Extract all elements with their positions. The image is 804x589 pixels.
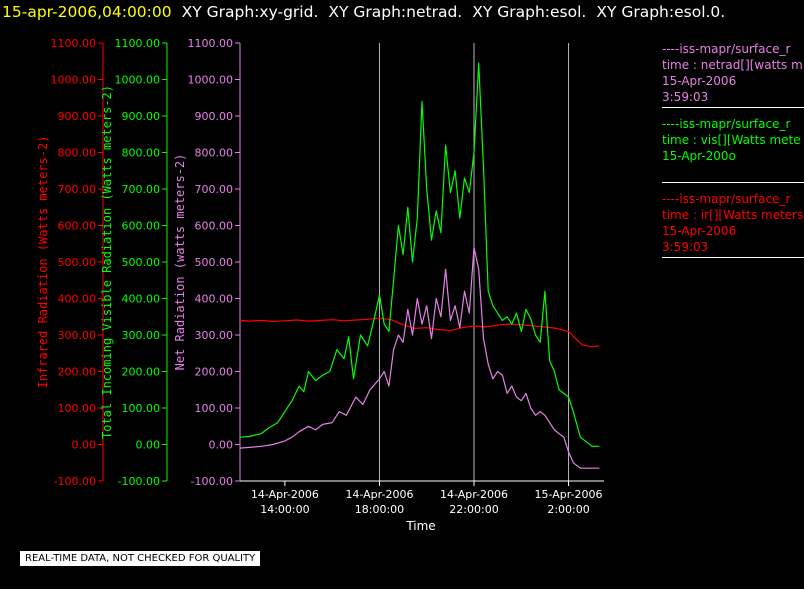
y-axis-label-ir: Infrared Radiation (Watts meters-2) <box>36 136 50 389</box>
y-tick-label-ir-3: 200.00 <box>58 366 97 379</box>
y-tick-label-vis-4: 300.00 <box>122 329 161 342</box>
legend-net-variable: time : netrad[][watts m <box>662 58 803 72</box>
y-axis-label-vis: Total Incoming Visible Radiation (Watts … <box>100 85 114 439</box>
title-graph-esol: XY Graph:esol. <box>472 3 587 21</box>
title-bar: 15-apr-2006,04:00:00 XY Graph:xy-grid. XY … <box>2 2 735 22</box>
legend-net-source: ----iss-mapr/surface_r <box>662 42 791 56</box>
y-tick-label-ir-6: 500.00 <box>58 256 97 269</box>
legend-vis-date: 15-Apr-200o <box>662 149 736 163</box>
y-tick-label-vis-7: 600.00 <box>122 220 161 233</box>
y-tick-label-net-5: 400.00 <box>195 293 234 306</box>
y-tick-label-net-6: 500.00 <box>195 256 234 269</box>
y-tick-label-ir-5: 400.00 <box>58 293 97 306</box>
series-line-net <box>239 246 600 469</box>
y-tick-label-net-9: 800.00 <box>195 147 234 160</box>
y-tick-label-net-1: 0.00 <box>209 439 234 452</box>
y-tick-label-net-11: 1000.00 <box>188 74 234 87</box>
y-tick-label-vis-5: 400.00 <box>122 293 161 306</box>
y-tick-label-ir-10: 900.00 <box>58 110 97 123</box>
legend-vis-variable: time : vis[][Watts mete <box>662 133 801 147</box>
x-tick-date-1: 14-Apr-2006 <box>345 488 413 501</box>
y-tick-label-vis-1: 0.00 <box>136 439 161 452</box>
series-line-vis <box>239 62 600 447</box>
y-tick-label-vis-11: 1000.00 <box>115 74 161 87</box>
y-tick-label-ir-8: 700.00 <box>58 183 97 196</box>
legend: ----iss-mapr/surface_r time : netrad[][w… <box>662 41 804 266</box>
y-tick-label-vis-10: 900.00 <box>122 110 161 123</box>
legend-entry-net: ----iss-mapr/surface_r time : netrad[][w… <box>662 41 804 108</box>
legend-ir-date: 15-Apr-2006 <box>662 224 737 238</box>
y-tick-label-vis-0: -100.00 <box>118 475 160 488</box>
y-tick-label-net-10: 900.00 <box>195 110 234 123</box>
y-tick-label-vis-12: 1100.00 <box>115 37 161 50</box>
x-tick-time-2: 22:00:00 <box>449 503 498 516</box>
y-tick-label-ir-7: 600.00 <box>58 220 97 233</box>
x-tick-time-3: 2:00:00 <box>547 503 589 516</box>
y-tick-label-net-3: 200.00 <box>195 366 234 379</box>
y-tick-label-net-12: 1100.00 <box>188 37 234 50</box>
x-tick-date-2: 14-Apr-2006 <box>440 488 508 501</box>
legend-net-date: 15-Apr-2006 <box>662 74 737 88</box>
series-line-ir <box>239 317 600 348</box>
series-lines <box>239 62 600 469</box>
title-graph-netrad: XY Graph:netrad. <box>328 3 463 21</box>
y-tick-label-ir-2: 100.00 <box>58 402 97 415</box>
legend-ir-variable: time : ir[][Watts meters <box>662 208 804 222</box>
y-axis-label-net: Net Radiation (watts meters-2) <box>173 154 187 371</box>
y-tick-label-ir-9: 800.00 <box>58 147 97 160</box>
x-tick-time-1: 18:00:00 <box>355 503 404 516</box>
y-tick-label-vis-8: 700.00 <box>122 183 161 196</box>
legend-vis-source: ----iss-mapr/surface_r <box>662 117 791 131</box>
legend-net-time: 3:59:03 <box>662 90 709 104</box>
x-tick-time-0: 14:00:00 <box>260 503 309 516</box>
x-tick-date-3: 15-Apr-2006 <box>535 488 603 501</box>
quality-notice: REAL-TIME DATA, NOT CHECKED FOR QUALITY <box>20 551 261 566</box>
y-tick-label-vis-6: 500.00 <box>122 256 161 269</box>
grid-lines <box>378 43 570 481</box>
title-timestamp: 15-apr-2006,04:00:00 <box>2 3 172 21</box>
y-tick-label-net-0: -100.00 <box>191 475 233 488</box>
chart-axes: -100.00 0.00 100.00 200.00 300.00 400.00 500.0… <box>36 37 604 488</box>
legend-entry-ir: ----iss-mapr/surface_r time : ir[][Watts… <box>662 191 804 258</box>
legend-ir-time: 3:59:03 <box>662 240 709 254</box>
y-tick-label-net-7: 600.00 <box>195 220 234 233</box>
x-tick-date-0: 14-Apr-2006 <box>251 488 319 501</box>
x-axis-ticks: 14-Apr-2006 14:00:00 14-Apr-2006 18:00:00 14… <box>251 481 603 516</box>
y-tick-label-net-8: 700.00 <box>195 183 234 196</box>
y-tick-label-vis-9: 800.00 <box>122 147 161 160</box>
legend-entry-vis: ----iss-mapr/surface_r time : vis[][Watt… <box>662 116 804 183</box>
title-graph-xy-grid: XY Graph:xy-grid. <box>181 3 319 21</box>
y-tick-label-ir-4: 300.00 <box>58 329 97 342</box>
y-tick-label-vis-3: 200.00 <box>122 366 161 379</box>
x-axis-label: Time <box>405 519 435 533</box>
y-tick-label-vis-2: 100.00 <box>122 402 161 415</box>
legend-vis-time <box>662 164 804 180</box>
y-tick-label-ir-11: 1000.00 <box>51 74 97 87</box>
title-graph-esol-0: XY Graph:esol.0. <box>596 3 726 21</box>
legend-ir-source: ----iss-mapr/surface_r <box>662 192 791 206</box>
y-tick-label-ir-0: -100.00 <box>54 475 96 488</box>
y-tick-label-ir-12: 1100.00 <box>51 37 97 50</box>
y-tick-label-ir-1: 0.00 <box>72 439 97 452</box>
y-tick-label-net-2: 100.00 <box>195 402 234 415</box>
y-tick-label-net-4: 300.00 <box>195 329 234 342</box>
